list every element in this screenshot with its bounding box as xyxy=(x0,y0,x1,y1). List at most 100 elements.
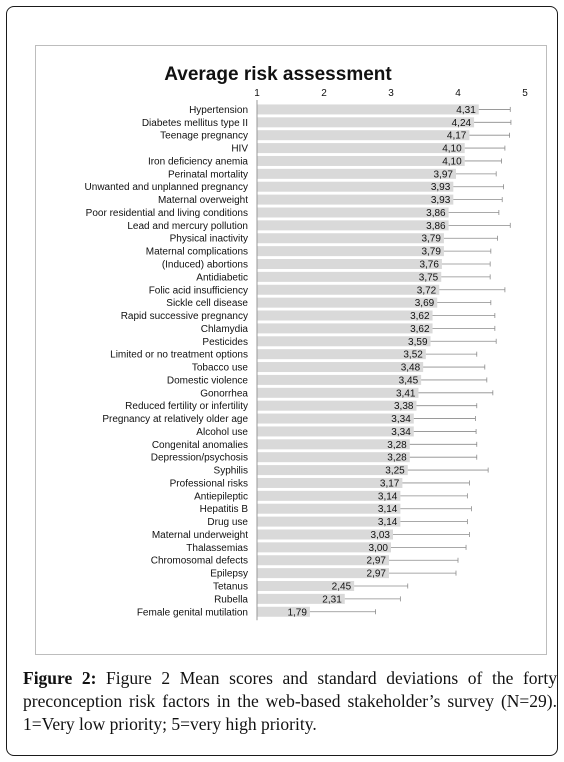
bar xyxy=(257,194,454,205)
value-label: 4,17 xyxy=(447,131,467,142)
bar xyxy=(257,349,426,360)
bar xyxy=(257,439,410,450)
chart-title: Average risk assessment xyxy=(164,64,392,85)
category-labels: Hypertension Diabetes mellitus type II Tee… xyxy=(85,105,249,618)
value-label: 3,48 xyxy=(401,363,421,374)
bar xyxy=(257,336,431,347)
category-label: Physical inactivity xyxy=(170,234,248,245)
bar xyxy=(257,465,408,476)
bar xyxy=(257,529,394,540)
figure-caption: Figure 2: Figure 2 Mean scores and stand… xyxy=(23,667,557,736)
value-label: 2,97 xyxy=(367,569,387,580)
value-label: 3,28 xyxy=(387,440,407,451)
category-label: Diabetes mellitus type II xyxy=(142,118,248,129)
bar xyxy=(257,413,414,424)
bar xyxy=(257,426,414,437)
bar xyxy=(257,297,438,308)
category-label: Pesticides xyxy=(202,337,248,348)
value-label: 3,00 xyxy=(369,543,389,554)
x-tick-label: 3 xyxy=(388,88,394,99)
category-label: Antiepileptic xyxy=(194,491,248,502)
value-label: 3,38 xyxy=(394,401,414,412)
category-label: Folic acid insufficiency xyxy=(149,285,248,296)
category-label: Poor residential and living conditions xyxy=(86,208,248,219)
category-label: Congenital anomalies xyxy=(152,440,248,451)
value-label: 3,72 xyxy=(417,285,437,296)
bar xyxy=(257,104,479,115)
category-label: Iron deficiency anemia xyxy=(148,156,248,167)
x-tick-label: 4 xyxy=(455,88,461,99)
bar xyxy=(257,387,419,398)
bar xyxy=(257,593,345,604)
category-label: Tetanus xyxy=(213,582,248,593)
category-label: Lead and mercury pollution xyxy=(127,221,248,232)
category-label: Female genital mutilation xyxy=(137,607,248,618)
bar xyxy=(257,568,389,579)
category-label: Maternal underweight xyxy=(152,530,248,541)
value-label: 3,93 xyxy=(431,182,451,193)
category-label: Domestic violence xyxy=(167,375,249,386)
value-label: 4,24 xyxy=(452,118,472,129)
bar xyxy=(257,362,424,373)
value-label: 3,59 xyxy=(408,337,428,348)
category-label: HIV xyxy=(231,144,248,155)
bar xyxy=(257,374,422,385)
bar xyxy=(257,284,440,295)
category-label: Rapid successive pregnancy xyxy=(121,311,248,322)
value-label: 3,25 xyxy=(385,466,405,477)
value-label: 3,79 xyxy=(421,247,441,258)
bar xyxy=(257,452,410,463)
value-label: 3,28 xyxy=(387,453,407,464)
value-label: 4,10 xyxy=(442,144,462,155)
category-label: (Induced) abortions xyxy=(162,260,248,271)
category-label: Perinatal mortality xyxy=(168,169,248,180)
bar xyxy=(257,581,355,591)
value-label: 3,86 xyxy=(426,208,446,219)
bars xyxy=(257,104,479,617)
bar xyxy=(257,310,433,321)
value-label: 4,10 xyxy=(442,156,462,167)
value-label: 3,45 xyxy=(399,375,419,386)
bar xyxy=(257,117,475,128)
value-label: 3,34 xyxy=(391,427,411,438)
value-label: 3,62 xyxy=(410,311,430,322)
value-label: 3,41 xyxy=(396,388,416,399)
value-label: 4,31 xyxy=(456,105,476,116)
category-label: Thalassemias xyxy=(186,543,248,554)
bar xyxy=(257,323,433,334)
category-label: Unwanted and unplanned pregnancy xyxy=(85,182,248,193)
category-label: Reduced fertility or infertility xyxy=(125,401,248,412)
category-label: Pregnancy at relatively older age xyxy=(102,414,248,425)
x-tick-label: 5 xyxy=(522,88,528,99)
category-label: Maternal complications xyxy=(146,247,248,258)
category-label: Professional risks xyxy=(170,478,248,489)
bar xyxy=(257,130,470,141)
value-label: 3,69 xyxy=(415,298,435,309)
bar xyxy=(257,155,465,166)
category-label: Teenage pregnancy xyxy=(160,131,248,142)
bar xyxy=(257,477,403,488)
value-label: 3,93 xyxy=(431,195,451,206)
category-label: Drug use xyxy=(207,517,248,528)
bar xyxy=(257,207,449,218)
category-label: Sickle cell disease xyxy=(166,298,248,309)
bar xyxy=(257,143,465,154)
category-label: Gonorrhea xyxy=(200,388,248,399)
value-label: 3,97 xyxy=(434,169,454,180)
category-label: Rubella xyxy=(214,594,248,605)
value-label: 3,52 xyxy=(403,350,423,361)
category-label: Epilepsy xyxy=(210,569,248,580)
value-label: 2,45 xyxy=(332,582,352,593)
figure-label: Figure 2: xyxy=(23,668,97,688)
value-label: 3,75 xyxy=(419,272,439,283)
value-label: 3,62 xyxy=(410,324,430,335)
value-label: 3,79 xyxy=(421,234,441,245)
bar xyxy=(257,246,444,257)
category-label: Hepatitis B xyxy=(200,504,249,515)
category-label: Alcohol use xyxy=(196,427,248,438)
category-label: Hypertension xyxy=(189,105,248,116)
category-label: Tobacco use xyxy=(192,363,249,374)
